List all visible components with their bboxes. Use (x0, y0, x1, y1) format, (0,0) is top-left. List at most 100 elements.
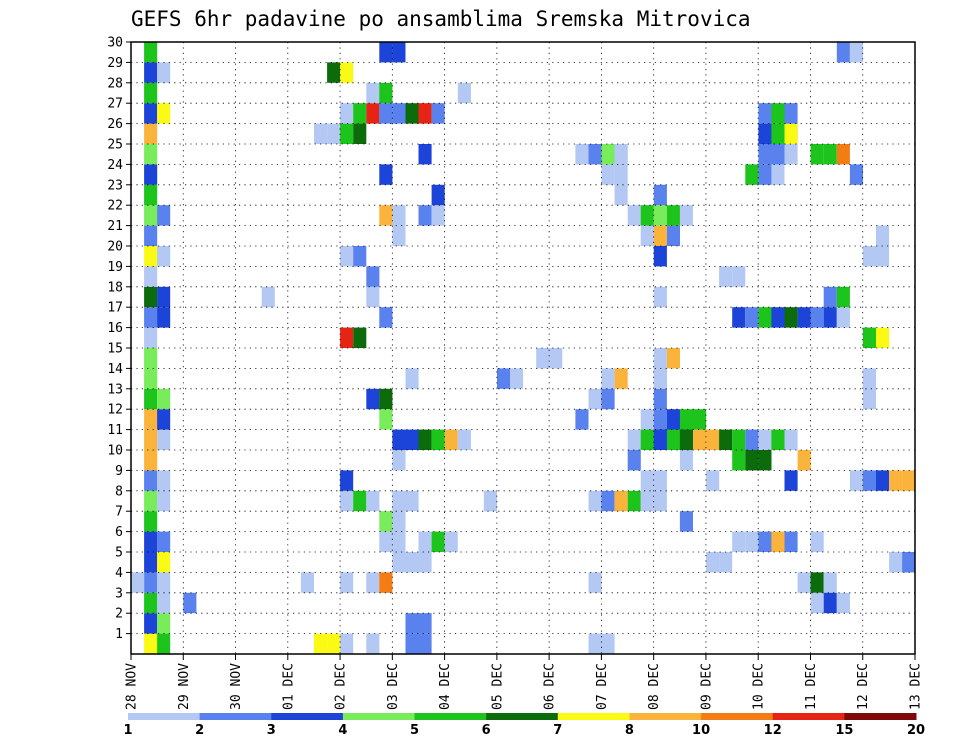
heatmap-cell (261, 286, 275, 308)
heatmap-cell (327, 123, 341, 144)
heatmap-cell (144, 450, 158, 471)
heatmap-cell (366, 82, 380, 104)
colorbar-swatch (629, 713, 702, 720)
heatmap-cell (157, 592, 171, 614)
heatmap-cell (144, 266, 158, 287)
heatmap-cell (144, 348, 158, 369)
heatmap-cell (862, 327, 876, 348)
heatmap-cell (601, 144, 615, 165)
heatmap-cell (588, 388, 602, 410)
heatmap-cell (157, 429, 171, 450)
y-tick-label: 2 (115, 607, 123, 622)
heatmap-cell (144, 327, 158, 348)
colorbar-label: 20 (907, 723, 925, 738)
heatmap-cell (745, 429, 759, 450)
colorbar-label: 15 (835, 723, 853, 738)
y-tick-label: 28 (107, 76, 123, 91)
heatmap-cell (732, 429, 746, 450)
heatmap-cell (431, 429, 445, 450)
heatmap-cell (457, 82, 471, 104)
heatmap-cell (849, 164, 863, 185)
heatmap-cell (627, 450, 641, 471)
heatmap-cell (797, 307, 811, 328)
heatmap-cell (810, 592, 824, 614)
heatmap-cell (405, 368, 419, 389)
heatmap-cell (353, 490, 367, 512)
heatmap-cell (340, 633, 354, 654)
heatmap-cell (144, 511, 158, 532)
y-tick-label: 10 (107, 444, 123, 459)
heatmap-cell (144, 490, 158, 512)
heatmap-cell (823, 307, 837, 328)
heatmap-cell (771, 429, 785, 450)
colorbar: 1 2 3 4 5 6 7 8 10 12 15 20 (123, 713, 925, 738)
y-tick-label: 1 (115, 627, 123, 642)
heatmap-cell (340, 327, 354, 348)
colorbar-swatch (342, 713, 415, 720)
heatmap-cell (366, 388, 380, 410)
heatmap-cell (405, 103, 419, 124)
heatmap-cell (889, 552, 903, 573)
heatmap-cell (379, 103, 393, 124)
heatmap-cell (144, 429, 158, 450)
heatmap-cell (784, 429, 798, 450)
heatmap-cell (771, 531, 785, 552)
heatmap-cell (144, 144, 158, 165)
heatmap-cell (693, 409, 707, 430)
heatmap-cell (653, 348, 667, 369)
colorbar-label: 3 (267, 723, 276, 738)
heatmap-cell (157, 613, 171, 634)
heatmap-cell (405, 613, 419, 634)
heatmap-cell (144, 286, 158, 308)
heatmap-cell (157, 286, 171, 308)
heatmap-cell (131, 572, 145, 593)
y-tick-label: 13 (107, 382, 123, 397)
heatmap-cell (836, 286, 850, 308)
heatmap-cell (706, 552, 720, 573)
heatmap-cell (797, 450, 811, 471)
x-tick-label: 30 NOV (229, 663, 244, 710)
heatmap-cell (771, 307, 785, 328)
heatmap-cell (144, 470, 158, 491)
heatmap-cell (653, 368, 667, 389)
heatmap-cell (732, 531, 746, 552)
heatmap-cell (836, 144, 850, 165)
colorbar-swatch (844, 713, 917, 720)
heatmap-cell (157, 246, 171, 267)
x-tick-label: 29 NOV (177, 663, 192, 710)
heatmap-cell (327, 633, 341, 654)
heatmap-cell (392, 205, 406, 226)
heatmap-cell (379, 572, 393, 593)
y-tick-label: 24 (107, 158, 123, 173)
heatmap-cell (549, 348, 563, 369)
heatmap-cell (144, 368, 158, 389)
heatmap-cell (601, 164, 615, 185)
heatmap-cell (327, 62, 341, 83)
heatmap-cell (823, 144, 837, 165)
heatmap-cell (353, 123, 367, 144)
heatmap-cell (353, 103, 367, 124)
heatmap-cell (144, 225, 158, 246)
heatmap-cell (157, 490, 171, 512)
heatmap-cell (366, 266, 380, 287)
colorbar-label: 4 (338, 723, 347, 738)
heatmap-cell (719, 429, 733, 450)
heatmap-cell (379, 531, 393, 552)
heatmap-cell (810, 531, 824, 552)
heatmap-cell (706, 470, 720, 491)
heatmap-cell (157, 470, 171, 491)
heatmap-cell (144, 409, 158, 430)
x-tick-label: 04 DEC (438, 663, 453, 710)
heatmap-cell (144, 592, 158, 614)
x-tick-label: 09 DEC (699, 663, 714, 710)
heatmap-cell (666, 225, 680, 246)
y-tick-label: 21 (107, 219, 123, 234)
heatmap-cell (536, 348, 550, 369)
heatmap-cell (666, 409, 680, 430)
y-tick-label: 15 (107, 342, 123, 357)
heatmap-cell (679, 511, 693, 532)
y-tick-label: 16 (107, 321, 123, 336)
heatmap-cell (379, 409, 393, 430)
heatmap-cell (876, 470, 890, 491)
heatmap-cell (614, 184, 628, 206)
